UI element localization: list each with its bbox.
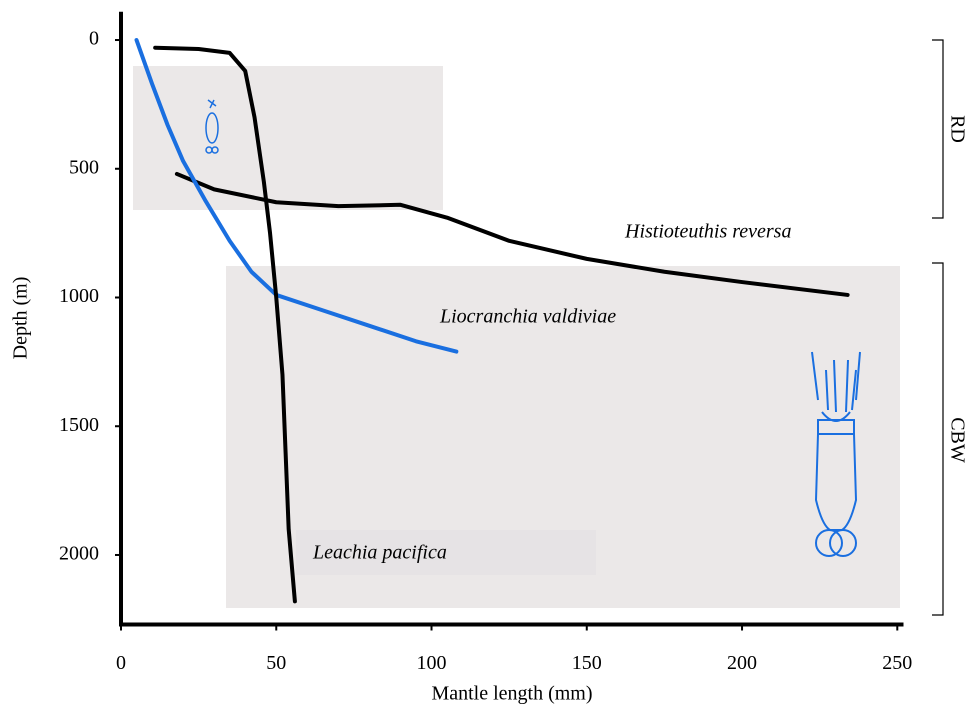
series-label: Leachia pacifica — [312, 542, 447, 564]
x-tick-label: 50 — [266, 652, 286, 674]
series-label: Liocranchia valdiviae — [439, 306, 616, 328]
series-line — [153, 45, 297, 604]
y-tick-label: 500 — [69, 156, 99, 178]
y-tick-label: 2000 — [59, 543, 99, 565]
x-tick-label: 200 — [727, 652, 757, 674]
x-axis-title: Mantle length (mm) — [431, 683, 592, 705]
zone-brackets — [932, 39, 944, 616]
zone-label: CBW — [946, 417, 968, 463]
rd-zone — [133, 66, 443, 210]
y-axis-title: Depth (m) — [10, 277, 32, 360]
y-tick-label: 0 — [89, 28, 99, 50]
x-tick-label: 150 — [572, 652, 602, 674]
x-tick-label: 100 — [417, 652, 447, 674]
series-line — [174, 171, 850, 297]
small-squid-icon — [205, 99, 219, 154]
x-tick-label: 0 — [116, 652, 126, 674]
y-tick-label: 1500 — [59, 414, 99, 436]
series-line — [134, 38, 459, 354]
inner-zone — [296, 530, 596, 575]
y-tick-label: 1000 — [59, 285, 99, 307]
series-label: Histioteuthis reversa — [624, 221, 791, 243]
zone-label: RD — [946, 115, 968, 143]
x-tick-label: 250 — [882, 652, 912, 674]
large-squid-icon — [811, 351, 861, 557]
